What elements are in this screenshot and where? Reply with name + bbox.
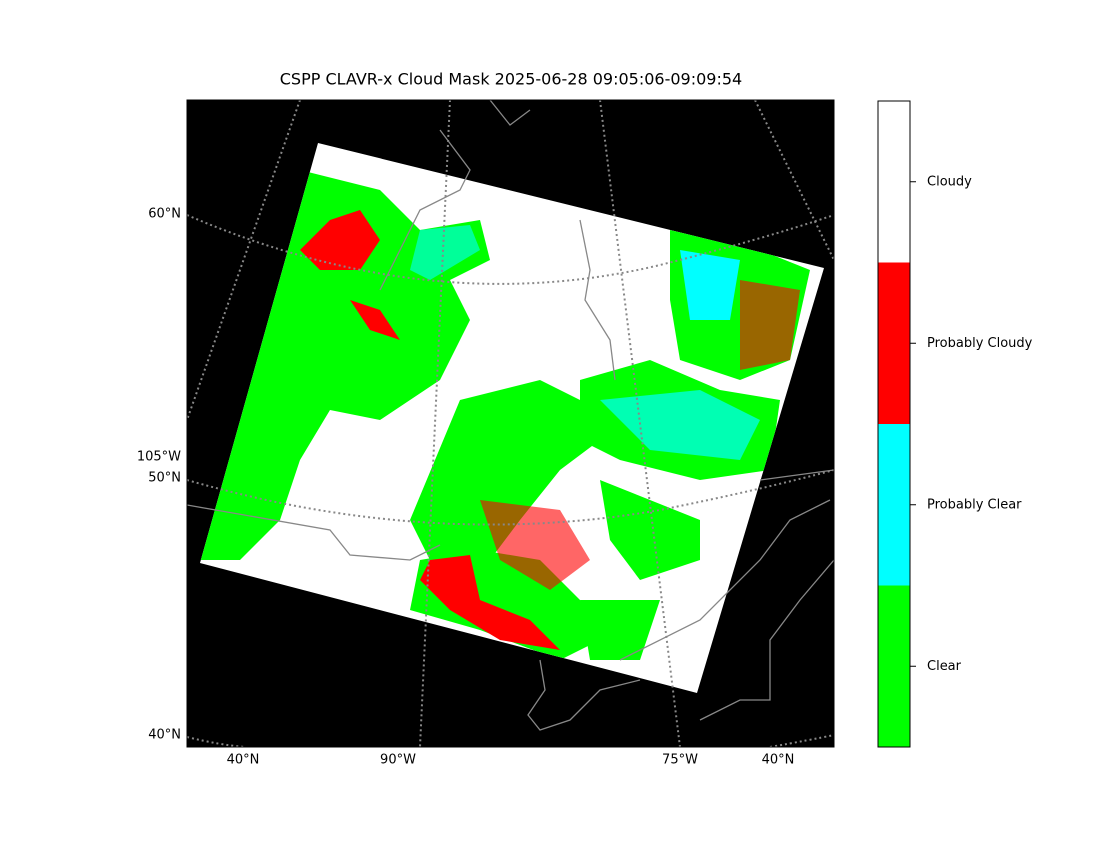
- lat-label: 105°W: [137, 450, 181, 465]
- colorbar-frame: [877, 100, 911, 748]
- lon-label: 90°W: [380, 753, 416, 768]
- colorbar-segment: [878, 101, 910, 263]
- colorbar: Cloudy Probably Cloudy Probably Clear Clear: [877, 100, 1033, 748]
- colorbar-segment: [878, 424, 910, 586]
- colorbar-label: Cloudy: [927, 174, 972, 189]
- lat-label: 50°N: [148, 471, 181, 486]
- lon-label: 75°W: [662, 753, 698, 768]
- colorbar-segment: [878, 585, 910, 747]
- map: [187, 100, 834, 747]
- title: CSPP CLAVR-x Cloud Mask 2025-06-28 09:05…: [280, 70, 742, 89]
- colorbar-label: Clear: [927, 659, 962, 674]
- map-labels: 60°N 105°W 50°N 40°N 40°N 90°W 75°W 40°N: [137, 207, 795, 768]
- lat-label: 60°N: [148, 207, 181, 222]
- lon-label: 40°N: [762, 753, 795, 768]
- colorbar-segment: [878, 262, 910, 424]
- colorbar-label: Probably Clear: [927, 497, 1022, 512]
- lon-label: 40°N: [227, 753, 260, 768]
- colorbar-label: Probably Cloudy: [927, 336, 1033, 351]
- lat-label: 40°N: [148, 728, 181, 743]
